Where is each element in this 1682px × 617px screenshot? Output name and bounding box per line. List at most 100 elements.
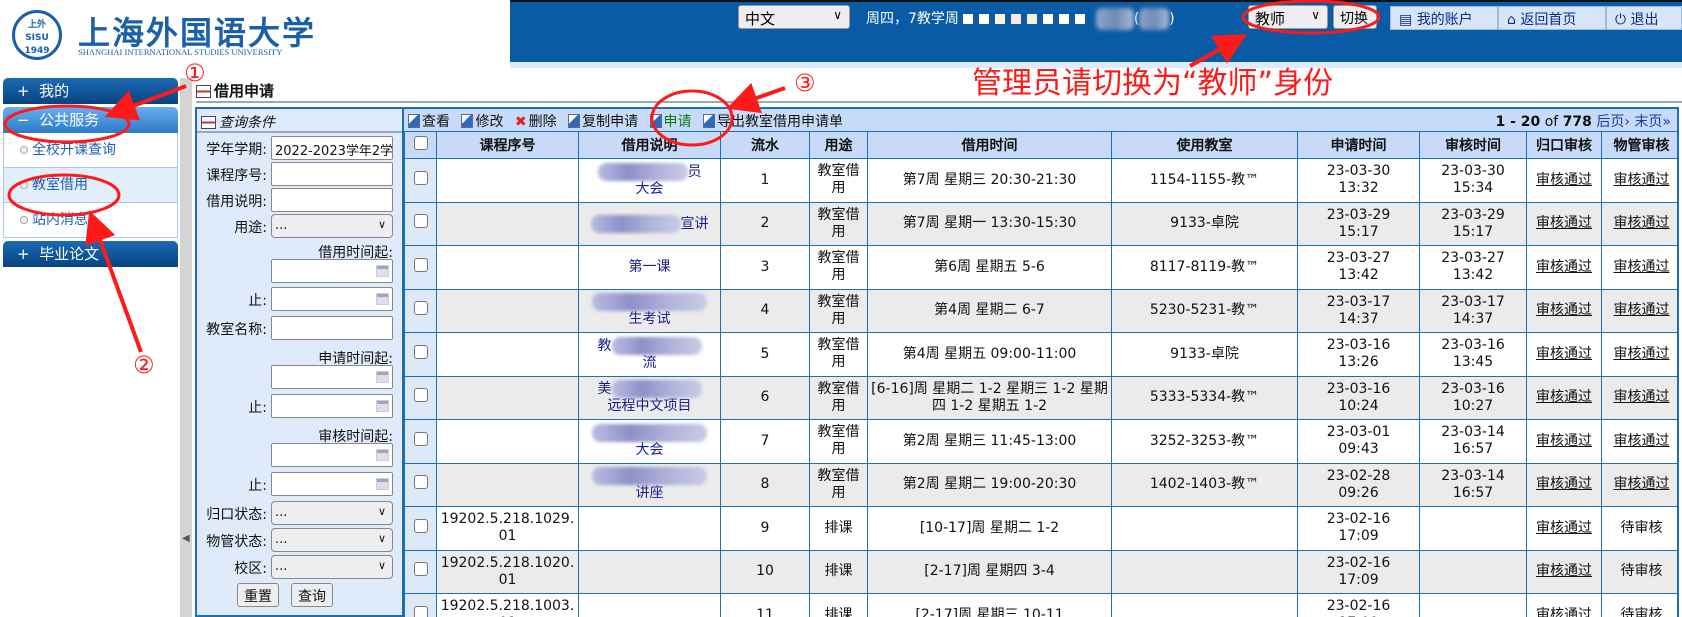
reset-button[interactable]: 重置: [237, 583, 279, 607]
borrow-desc-link[interactable]: [578, 593, 721, 617]
borrow-start-date[interactable]: [271, 259, 393, 283]
audit-end-date[interactable]: [271, 472, 393, 496]
row-checkbox[interactable]: [413, 388, 428, 403]
status-link[interactable]: 审核通过: [1536, 563, 1592, 580]
column-header[interactable]: 流水: [720, 131, 810, 159]
row-checkbox[interactable]: [413, 257, 428, 272]
borrow-desc-link[interactable]: 美远程中文项目: [578, 375, 721, 420]
select-all-header[interactable]: [404, 131, 437, 159]
course-no-field[interactable]: [271, 162, 393, 186]
dept-audit-status[interactable]: 审核通过: [1526, 593, 1602, 617]
borrow-desc-link[interactable]: 宣讲: [578, 201, 721, 246]
switch-button[interactable]: 切换: [1333, 5, 1377, 29]
query-button[interactable]: 查询: [291, 583, 333, 607]
column-header[interactable]: 审核时间: [1419, 131, 1527, 159]
column-header[interactable]: 用途: [809, 131, 868, 159]
home-button[interactable]: ⌂ 返回首页: [1498, 6, 1606, 30]
property-audit-status[interactable]: 审核通过: [1601, 419, 1677, 464]
status-link[interactable]: 审核通过: [1536, 476, 1592, 493]
row-checkbox-cell[interactable]: [404, 549, 437, 594]
last-page-link[interactable]: 末页»: [1634, 114, 1671, 130]
property-audit-status[interactable]: 审核通过: [1601, 245, 1677, 290]
borrow-desc-link[interactable]: 生考试: [578, 288, 721, 333]
logout-button[interactable]: ⏻ 退出: [1606, 6, 1682, 30]
table-row[interactable]: 宣讲 2 教室借用 第7周 星期一 13:30-15:30 9133-卓院 23…: [404, 201, 1677, 246]
row-checkbox-cell[interactable]: [404, 593, 437, 617]
row-checkbox-cell[interactable]: [404, 506, 437, 551]
status-link[interactable]: 审核通过: [1536, 171, 1592, 188]
status-link[interactable]: 审核通过: [1536, 432, 1592, 449]
row-checkbox-cell[interactable]: [404, 419, 437, 464]
row-checkbox[interactable]: [413, 475, 428, 490]
table-row[interactable]: 大会 7 教室借用 第2周 星期三 11:45-13:00 3252-3253-…: [404, 419, 1677, 464]
property-audit-status[interactable]: 审核通过: [1601, 158, 1677, 203]
delete-button[interactable]: ✖ 删除: [515, 114, 557, 130]
next-page-link[interactable]: 后页›: [1596, 114, 1630, 130]
sidebar-item-course-search[interactable]: 全校开课查询: [3, 133, 178, 168]
dept-audit-status[interactable]: 审核通过: [1526, 549, 1602, 594]
status-link[interactable]: 审核通过: [1536, 389, 1592, 406]
row-checkbox[interactable]: [413, 344, 428, 359]
calendar-icon[interactable]: [376, 371, 389, 383]
sidebar-item-classroom-borrow[interactable]: 教室借用: [3, 168, 178, 203]
dept-audit-status[interactable]: 审核通过: [1526, 158, 1602, 203]
borrow-desc-link[interactable]: 大会: [578, 419, 721, 464]
borrow-desc-link[interactable]: [578, 549, 721, 594]
row-checkbox[interactable]: [413, 214, 428, 229]
calendar-icon[interactable]: [376, 265, 389, 277]
identity-select[interactable]: 教师 ∨: [1248, 5, 1328, 29]
dept-audit-status[interactable]: 审核通过: [1526, 201, 1602, 246]
status-link[interactable]: 审核通过: [1536, 519, 1592, 536]
row-checkbox[interactable]: [413, 301, 428, 316]
status-link[interactable]: 审核通过: [1536, 302, 1592, 319]
select-all-checkbox[interactable]: [413, 136, 428, 150]
calendar-icon[interactable]: [376, 478, 389, 490]
column-header[interactable]: 归口审核: [1526, 131, 1602, 159]
property-audit-status[interactable]: 审核通过: [1601, 462, 1677, 507]
table-row[interactable]: 生考试 4 教室借用 第4周 星期二 6-7 5230-5231-教™ 23-0…: [404, 288, 1677, 333]
my-account-button[interactable]: ▤ 我的账户: [1390, 6, 1498, 30]
status-link[interactable]: 审核通过: [1536, 345, 1592, 362]
borrow-desc-link[interactable]: 讲座: [578, 462, 721, 507]
dept-audit-status[interactable]: 审核通过: [1526, 419, 1602, 464]
desc-field[interactable]: [271, 188, 393, 212]
row-checkbox-cell[interactable]: [404, 158, 437, 203]
status-link[interactable]: 审核通过: [1536, 258, 1592, 275]
dept-audit-status[interactable]: 审核通过: [1526, 462, 1602, 507]
sidebar-splitter[interactable]: ◀: [180, 78, 192, 617]
calendar-icon[interactable]: [376, 449, 389, 461]
row-checkbox[interactable]: [413, 605, 428, 617]
column-header[interactable]: 借用说明: [578, 131, 721, 159]
export-button[interactable]: 导出教室借用申请单: [703, 114, 843, 130]
dept-audit-status[interactable]: 审核通过: [1526, 245, 1602, 290]
property-audit-status[interactable]: 审核通过: [1601, 375, 1677, 420]
table-row[interactable]: 员大会 1 教室借用 第7周 星期三 20:30-21:30 1154-1155…: [404, 158, 1677, 203]
row-checkbox-cell[interactable]: [404, 245, 437, 290]
edit-button[interactable]: 修改: [461, 114, 503, 130]
dept-status-select[interactable]: ... ∨: [271, 501, 393, 525]
property-audit-status[interactable]: 审核通过: [1601, 332, 1677, 377]
row-checkbox-cell[interactable]: [404, 201, 437, 246]
status-link[interactable]: 审核通过: [1536, 215, 1592, 232]
term-field[interactable]: 2022-2023学年2学期: [271, 136, 393, 160]
calendar-icon[interactable]: [376, 293, 389, 305]
borrow-desc-link[interactable]: 第一课: [578, 245, 721, 290]
table-row[interactable]: 19202.5.218.1003.01 11 排课 [2-17]周 星期三 10…: [404, 593, 1677, 617]
apply-start-date[interactable]: [271, 365, 393, 389]
row-checkbox-cell[interactable]: [404, 288, 437, 333]
audit-start-date[interactable]: [271, 443, 393, 467]
table-row[interactable]: 讲座 8 教室借用 第2周 星期二 19:00-20:30 1402-1403-…: [404, 462, 1677, 507]
column-header[interactable]: 借用时间: [867, 131, 1112, 159]
row-checkbox-cell[interactable]: [404, 375, 437, 420]
dept-audit-status[interactable]: 审核通过: [1526, 375, 1602, 420]
table-row[interactable]: 教流 5 教室借用 第4周 星期五 09:00-11:00 9133-卓院 23…: [404, 332, 1677, 377]
dept-audit-status[interactable]: 审核通过: [1526, 288, 1602, 333]
row-checkbox[interactable]: [413, 170, 428, 185]
status-link[interactable]: 审核通过: [1536, 606, 1592, 617]
property-audit-status[interactable]: 审核通过: [1601, 201, 1677, 246]
row-checkbox[interactable]: [413, 562, 428, 577]
property-audit-status[interactable]: 审核通过: [1601, 288, 1677, 333]
table-row[interactable]: 美远程中文项目 6 教室借用 [6-16]周 星期二 1-2 星期三 1-2 星…: [404, 375, 1677, 420]
prop-status-select[interactable]: ... ∨: [271, 528, 393, 552]
column-header[interactable]: 课程序号: [436, 131, 579, 159]
